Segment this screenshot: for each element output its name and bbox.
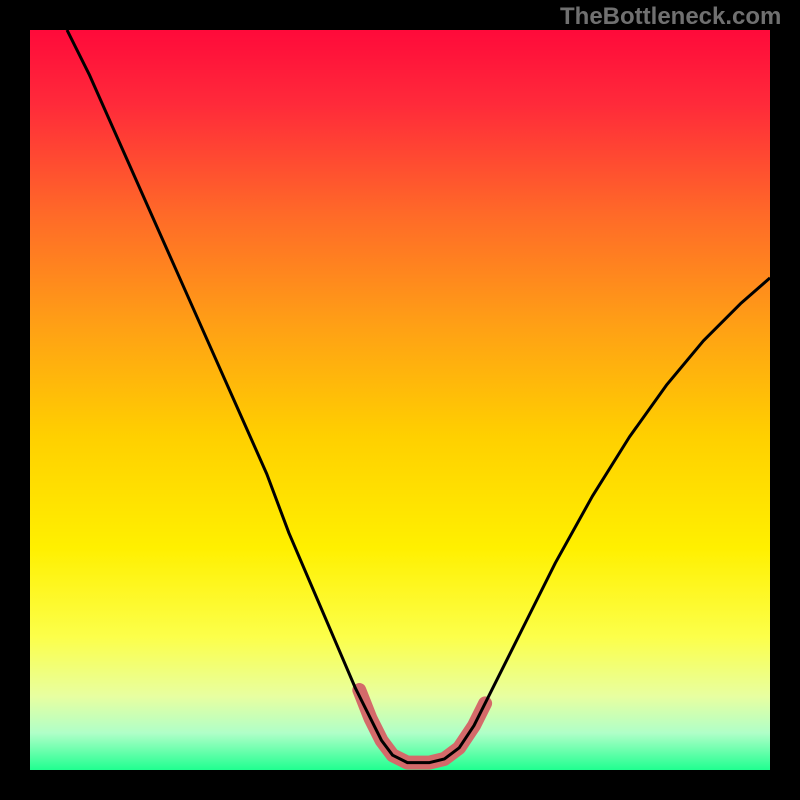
chart-svg — [30, 30, 770, 770]
gradient-background — [30, 30, 770, 770]
plot-area — [30, 30, 770, 770]
watermark-text: TheBottleneck.com — [560, 3, 781, 31]
